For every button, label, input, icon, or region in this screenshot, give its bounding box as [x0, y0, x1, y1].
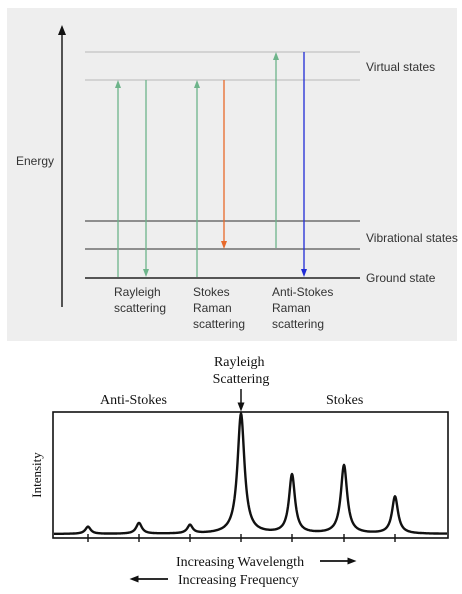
energy-axis-label: Energy	[16, 154, 54, 168]
ground-state-label: Ground state	[366, 271, 436, 285]
x-axis-ticks	[87, 534, 396, 542]
intensity-axis-label: Intensity	[29, 452, 44, 498]
increasing-wavelength-label: Increasing Wavelength	[176, 555, 304, 570]
spectrum-plot-frame	[52, 411, 449, 539]
stokes-region-label: Stokes	[326, 393, 363, 408]
virtual-states-label: Virtual states	[366, 60, 435, 74]
rayleigh-scattering-title: Rayleigh Scattering	[213, 355, 270, 387]
raman-spectrum: Rayleigh Scattering Anti-Stokes Stokes I…	[29, 355, 449, 588]
vibrational-states-label: Vibrational states	[366, 231, 458, 245]
rayleigh-process-label: Rayleigh scattering	[114, 285, 166, 315]
energy-level-diagram: Energy Virtual states Vibrational states…	[7, 8, 458, 341]
spectrum-curve	[53, 412, 448, 535]
anti-stokes-region-label: Anti-Stokes	[100, 393, 167, 408]
stokes-process-label: Stokes Raman scattering	[193, 285, 245, 331]
anti-stokes-process-label: Anti-Stokes Raman scattering	[272, 285, 337, 331]
increasing-frequency-label: Increasing Frequency	[178, 573, 299, 588]
diagram-panel-background	[7, 8, 457, 341]
